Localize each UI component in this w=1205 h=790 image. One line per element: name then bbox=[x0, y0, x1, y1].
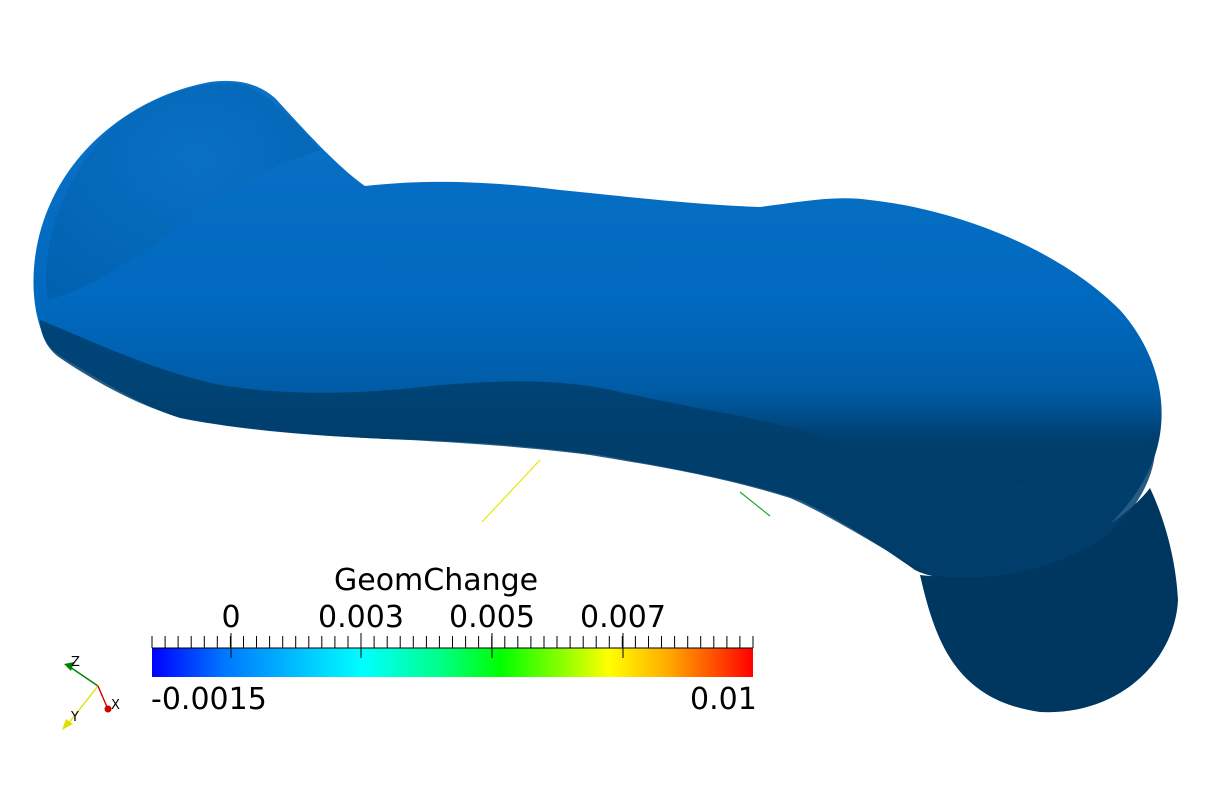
axis-y-line bbox=[67, 685, 99, 725]
colorbar-tick-label: 0 bbox=[221, 600, 241, 635]
axis-x-arrow bbox=[104, 705, 112, 713]
axis-y-arrow bbox=[62, 719, 73, 730]
outlet-cylinder bbox=[920, 488, 1178, 713]
colorbar-gradient bbox=[152, 648, 753, 677]
axis-z-arrow bbox=[64, 662, 74, 671]
axis-x-line bbox=[97, 685, 108, 708]
axis-z-line bbox=[69, 666, 99, 687]
colorbar-tick-label: 0.003 bbox=[318, 600, 404, 635]
colorbar-tick-label: 0.007 bbox=[580, 600, 666, 635]
inlet-face bbox=[46, 83, 320, 300]
axis-z-label: Z bbox=[71, 655, 80, 670]
vessel-shadow bbox=[40, 320, 1156, 578]
colorbar-tick-label: 0.005 bbox=[449, 600, 535, 635]
colorbar-min-label: -0.0015 bbox=[151, 682, 267, 717]
axis-y-label: Y bbox=[71, 710, 79, 725]
scene-axis-line-z bbox=[739, 491, 771, 517]
scene-axis-line-y bbox=[481, 459, 541, 523]
colorbar-max-label: 0.01 bbox=[690, 682, 757, 717]
colorbar-title: GeomChange bbox=[334, 563, 539, 598]
orientation-axes[interactable] bbox=[62, 662, 112, 730]
colorbar-ticks bbox=[151, 633, 754, 658]
axis-x-label: X bbox=[111, 698, 120, 713]
